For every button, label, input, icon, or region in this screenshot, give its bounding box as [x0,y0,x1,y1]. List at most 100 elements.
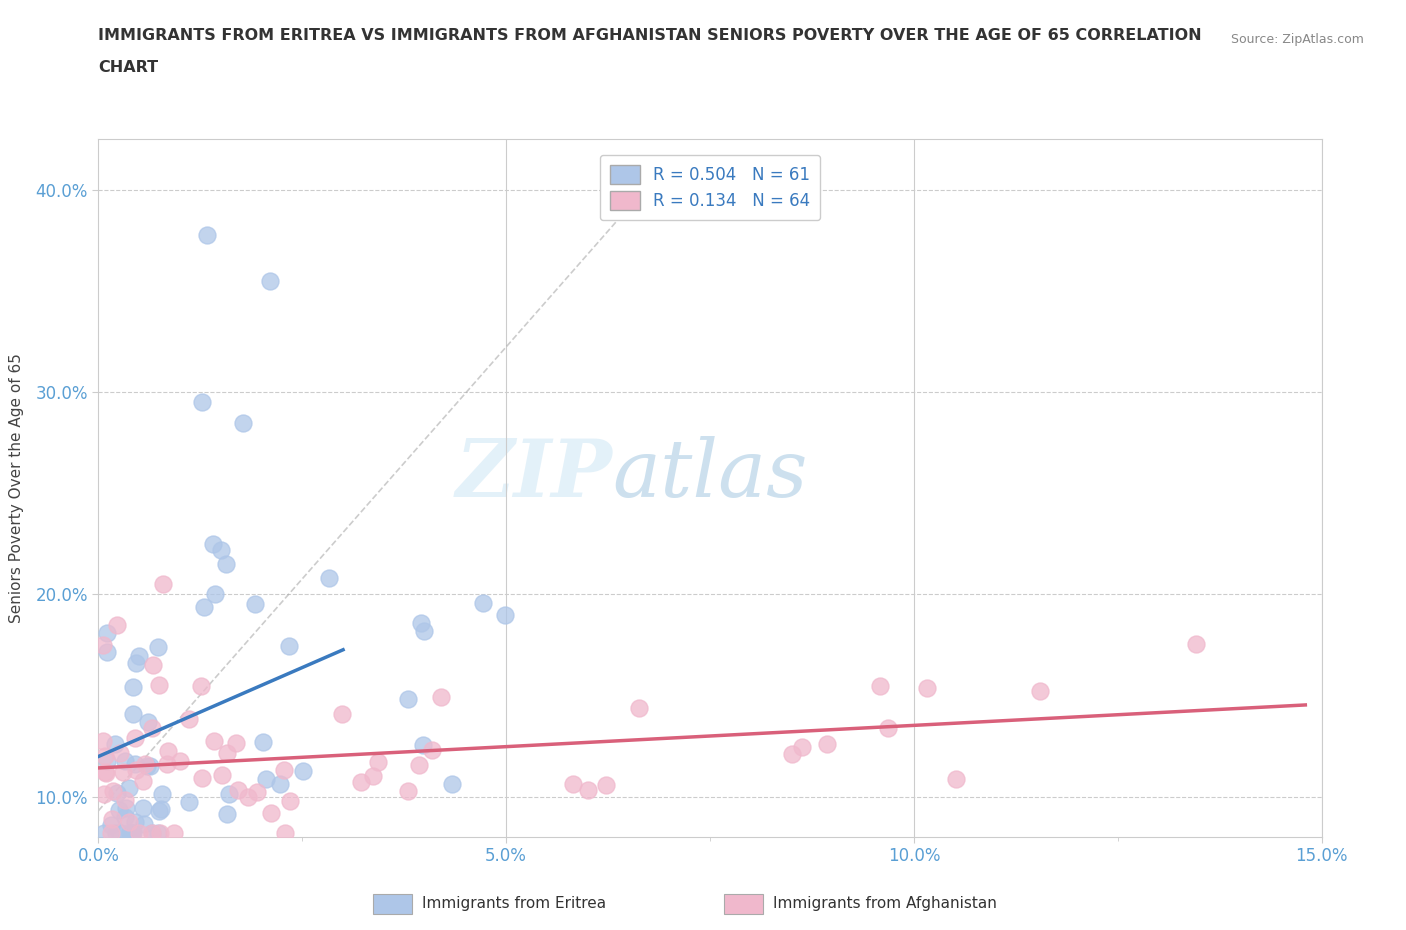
Point [125,656,148,671]
Text: Immigrants from Afghanistan: Immigrants from Afghanistan [773,897,997,911]
Point [915,681,938,696]
Point [96,645,118,660]
Point [177,711,200,726]
Point [128,649,150,664]
Point [156,756,179,771]
Point [215,557,238,572]
Point [108,826,131,841]
Text: ZIP: ZIP [456,435,612,513]
Point [139,759,162,774]
Point [128,826,150,841]
Text: CHART: CHART [98,60,159,75]
Point [815,737,838,751]
Point [422,743,444,758]
Point [413,624,436,639]
Point [193,600,215,615]
Point [246,785,269,800]
Point [134,757,156,772]
Point [108,803,131,817]
Point [628,701,651,716]
Point [120,826,142,841]
Point [217,745,239,760]
Point [114,753,136,768]
Point [114,809,136,824]
Point [114,800,136,815]
Point [278,794,301,809]
Point [132,801,155,816]
Point [177,794,200,809]
Point [150,787,173,802]
Point [141,721,163,736]
Point [201,537,224,551]
Point [318,571,340,586]
Point [120,826,142,841]
Point [94,749,117,764]
Point [104,826,127,841]
Point [96,754,118,769]
Point [105,618,128,632]
Text: IMMIGRANTS FROM ERITREA VS IMMIGRANTS FROM AFGHANISTAN SENIORS POVERTY OVER THE : IMMIGRANTS FROM ERITREA VS IMMIGRANTS FR… [98,28,1202,43]
Point [141,826,163,841]
Point [209,543,232,558]
Text: Source: ZipAtlas.com: Source: ZipAtlas.com [1230,33,1364,46]
Point [105,785,128,800]
Point [350,775,373,790]
Point [269,776,291,790]
Point [132,774,155,789]
Point [412,737,434,752]
Point [104,737,127,751]
Point [93,826,115,841]
Point [225,736,247,751]
Point [117,815,139,830]
Point [138,714,160,729]
Text: Immigrants from Eritrea: Immigrants from Eritrea [422,897,606,911]
Point [1029,684,1052,698]
Point [169,753,191,768]
Point [408,757,430,772]
Point [780,747,803,762]
Point [124,757,146,772]
Point [243,597,266,612]
Point [472,596,495,611]
Point [124,815,146,830]
Point [96,765,118,780]
Point [121,707,143,722]
Point [273,763,295,777]
Point [148,678,170,693]
Point [259,273,281,288]
Point [100,817,122,832]
Text: atlas: atlas [612,435,807,513]
Point [146,826,169,841]
Point [96,625,118,640]
Point [945,771,967,786]
Point [141,826,163,841]
Point [1185,636,1208,651]
Point [114,792,136,807]
Point [595,777,617,792]
Point [361,768,384,783]
Point [191,771,214,786]
Point [226,782,249,797]
Point [111,764,134,779]
Point [191,395,214,410]
Point [190,679,212,694]
Point [576,782,599,797]
Point [254,771,277,786]
Point [125,763,148,777]
Point [122,826,145,841]
Point [149,826,172,841]
Point [790,739,813,754]
Point [259,805,281,820]
Y-axis label: Seniors Poverty Over the Age of 65: Seniors Poverty Over the Age of 65 [10,353,24,623]
Point [409,616,432,631]
Point [101,784,124,799]
Point [440,777,463,791]
Point [100,812,122,827]
Point [93,786,115,801]
Point [330,707,353,722]
Point [100,826,122,841]
Point [396,784,419,799]
Point [430,689,453,704]
Legend: R = 0.504   N = 61, R = 0.134   N = 64: R = 0.504 N = 61, R = 0.134 N = 64 [600,154,820,220]
Point [396,691,419,706]
